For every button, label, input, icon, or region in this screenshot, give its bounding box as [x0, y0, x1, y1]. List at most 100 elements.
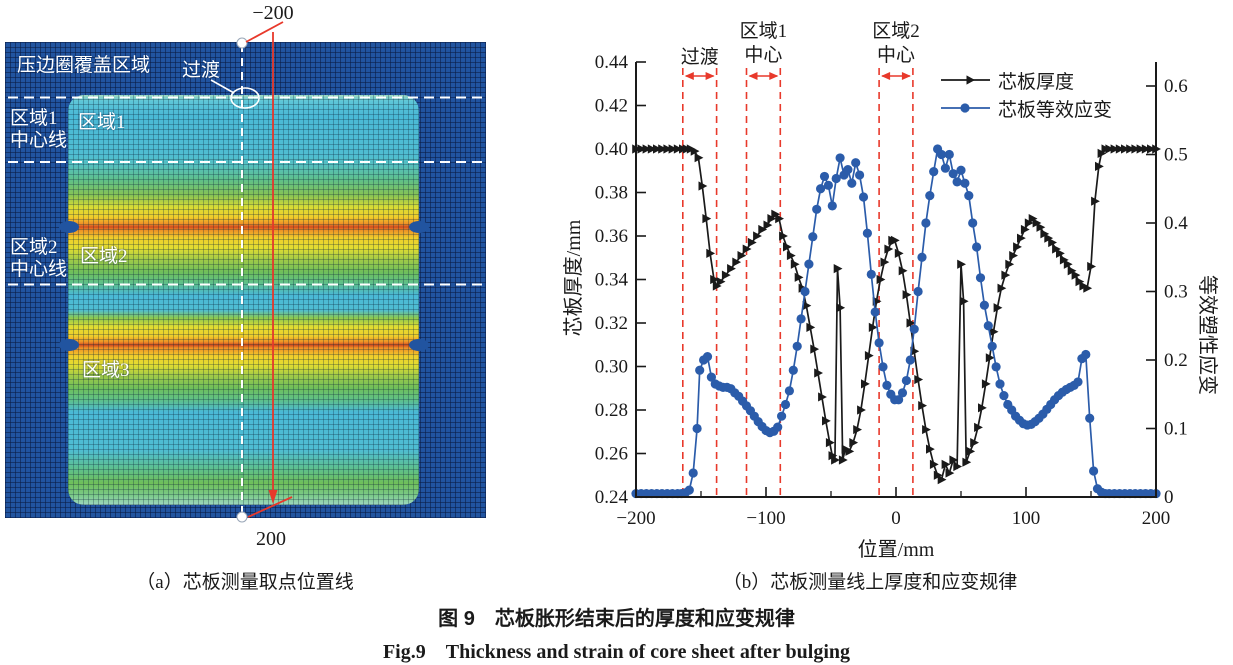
triangle-marker [1087, 261, 1096, 272]
triangle-marker [1091, 196, 1100, 206]
circle-marker [979, 300, 990, 310]
triangle-marker [922, 424, 931, 435]
left-tick-label: 0.42 [595, 96, 628, 117]
series-line [636, 148, 1156, 482]
circle-marker [964, 191, 974, 201]
axes: 0.240.260.280.300.320.340.360.380.400.42… [562, 52, 1219, 561]
triangle-marker [1067, 266, 1077, 276]
x-axis-title: 位置/mm [858, 538, 935, 561]
triangle-marker [1013, 242, 1022, 252]
triangle-marker [1115, 144, 1125, 154]
triangle-marker [966, 446, 976, 456]
legend-label: 芯板厚度 [998, 71, 1074, 93]
circle-marker [866, 269, 876, 279]
triangle-marker [845, 446, 855, 456]
triangle-marker [894, 248, 904, 258]
triangle-marker [1131, 144, 1141, 154]
triangle-marker [989, 327, 999, 337]
figure-caption-zh: 图 9 芯板胀形结束后的厚度和应变规律 [438, 608, 795, 630]
right-tick-label: 0.5 [1164, 145, 1188, 166]
triangle-marker [1032, 218, 1042, 228]
blank-holder-label: 压边圈覆盖区域 [17, 55, 151, 76]
left-tick-label: 0.34 [595, 270, 629, 291]
triangle-marker [694, 153, 704, 163]
triangle-marker [794, 272, 804, 282]
triangle-marker [1059, 255, 1069, 265]
circle-marker [777, 411, 787, 421]
triangle-marker [1056, 248, 1065, 258]
triangle-marker [825, 438, 835, 448]
triangle-marker [1063, 259, 1073, 269]
arrowhead-left [748, 72, 758, 80]
circle-marker [995, 379, 1005, 389]
circle-marker [901, 375, 912, 386]
triangle-marker [814, 368, 823, 378]
circle-marker [913, 286, 923, 297]
red-arrowhead-down [268, 490, 278, 504]
circle-marker [780, 399, 791, 410]
triangle-marker [771, 209, 781, 219]
circle-marker [1073, 377, 1083, 387]
triangle-marker [775, 214, 784, 224]
panel-a-top-coordinate: −200 [252, 2, 294, 24]
triangle-marker [1147, 144, 1156, 154]
circle-marker [960, 178, 970, 188]
triangle-marker [849, 438, 859, 448]
circle-marker [968, 218, 978, 228]
triangle-marker [1017, 233, 1026, 243]
triangle-marker [1095, 161, 1104, 171]
triangle-marker [767, 214, 777, 224]
triangle-marker [1097, 148, 1107, 158]
circle-marker [692, 423, 702, 434]
triangle-marker [910, 346, 920, 356]
triangle-marker [890, 235, 900, 245]
circle-marker [804, 259, 814, 269]
zone2-label: 区域2 [80, 246, 128, 267]
triangle-marker [962, 457, 972, 467]
right-axis-title: 等效塑性应变 [1196, 275, 1219, 395]
triangle-marker [884, 244, 894, 254]
circle-marker [800, 286, 810, 297]
circle-marker [858, 192, 869, 202]
circle-marker [1081, 349, 1091, 360]
series-strain [631, 144, 1161, 499]
circle-marker [972, 242, 982, 252]
triangle-marker [716, 277, 726, 287]
triangle-marker [953, 461, 963, 472]
triangle-marker [929, 459, 939, 469]
right-tick-label: 0.1 [1164, 419, 1188, 440]
circle-marker [905, 355, 915, 365]
triangle-marker [1075, 277, 1085, 287]
arrowhead-right [705, 72, 715, 80]
legend-circle-marker [960, 103, 970, 113]
triangle-marker [783, 242, 792, 252]
circle-marker [792, 341, 802, 351]
subcaption-a: （a）芯板测量取点位置线 [136, 572, 354, 593]
triangle-marker [721, 270, 731, 280]
circle-marker [870, 307, 880, 317]
triangle-marker [790, 259, 800, 269]
triangle-marker [1141, 144, 1151, 154]
triangle-marker [959, 296, 969, 306]
circle-marker [952, 177, 962, 187]
x-tick-label: −100 [746, 508, 785, 529]
triangle-marker [1036, 222, 1046, 232]
left-tick-label: 0.30 [595, 357, 628, 378]
triangle-marker [831, 455, 840, 465]
zone1-label: 区域1 [78, 112, 126, 133]
left-tick-label: 0.26 [595, 444, 628, 465]
circle-marker [796, 314, 806, 324]
triangle-marker [710, 274, 719, 285]
triangle-marker [974, 422, 983, 432]
right-tick-label: 0.2 [1164, 350, 1188, 371]
circle-marker [948, 169, 958, 179]
triangle-marker [753, 231, 762, 241]
triangle-marker [742, 244, 752, 254]
triangle-marker [1009, 250, 1018, 261]
red-leader-top [245, 21, 284, 43]
triangle-marker [1005, 259, 1015, 269]
zone-label: 中心 [877, 44, 915, 66]
triangle-marker [853, 424, 862, 435]
